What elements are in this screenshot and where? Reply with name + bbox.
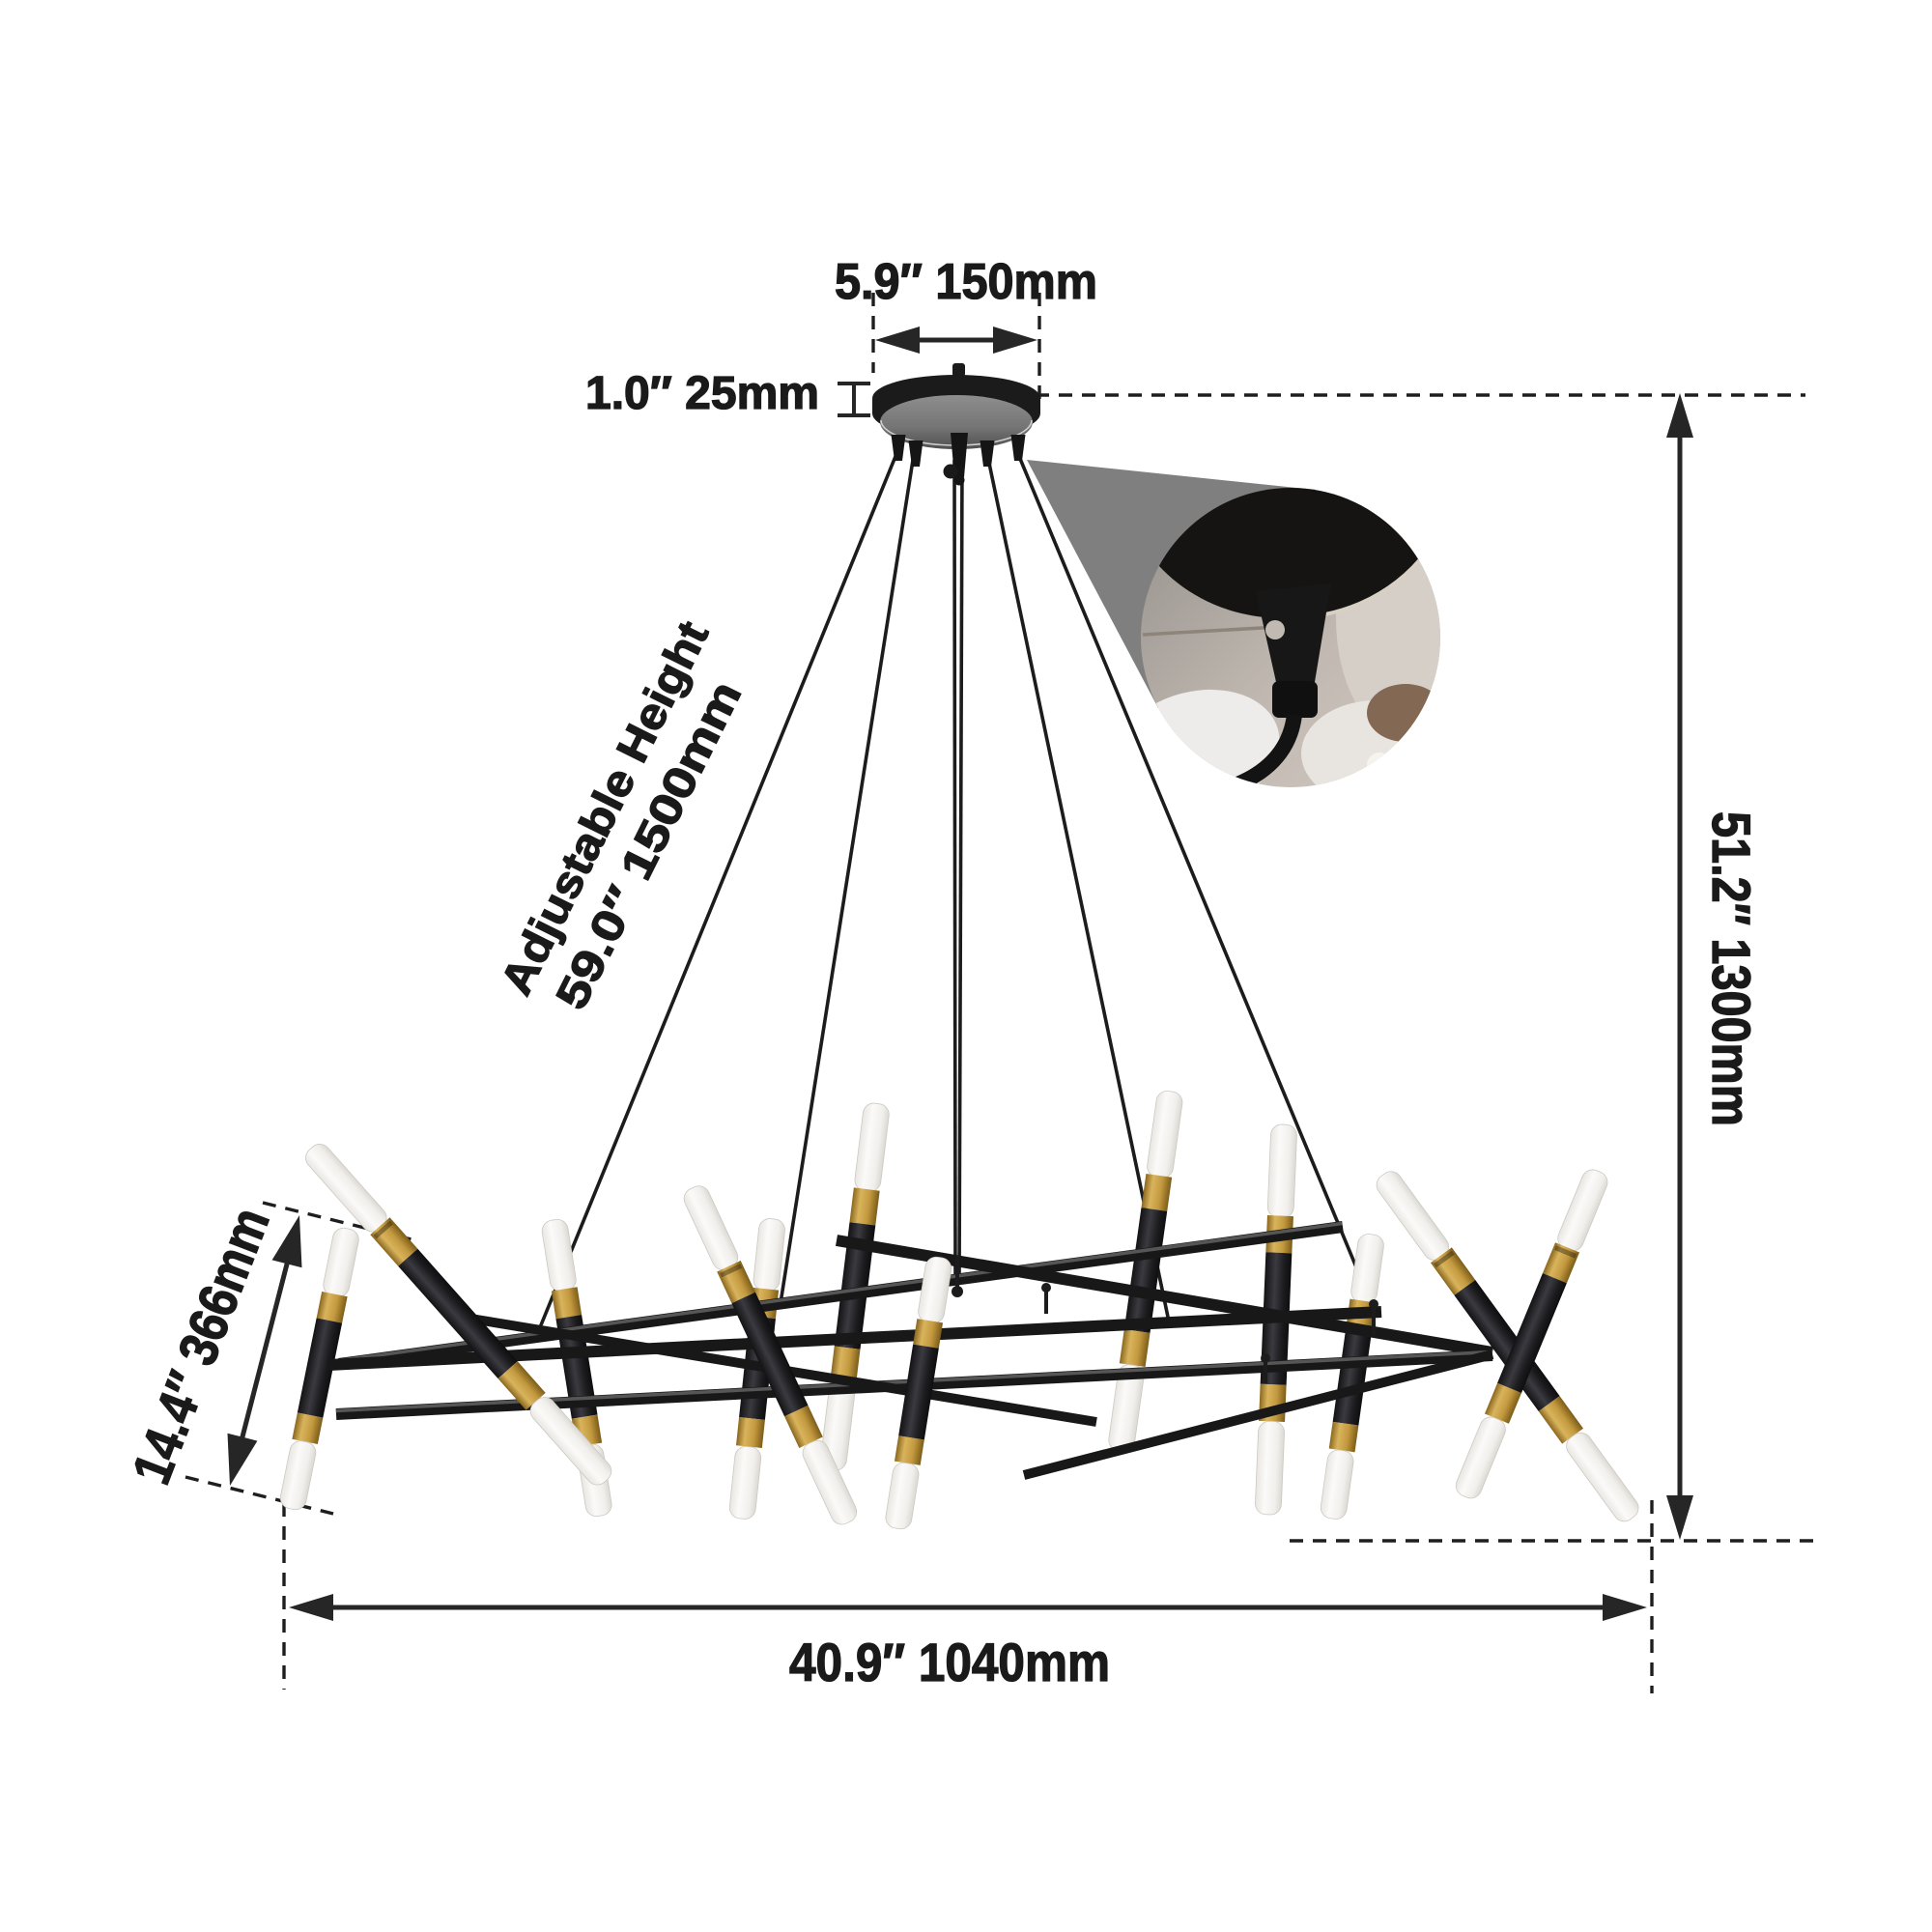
svg-text:51.2″ 1300mm: 51.2″ 1300mm: [1701, 811, 1762, 1126]
svg-text:40.9″ 1040mm: 40.9″ 1040mm: [789, 1632, 1110, 1692]
svg-text:5.9″ 150mm: 5.9″ 150mm: [835, 254, 1097, 310]
svg-text:1.0″ 25mm: 1.0″ 25mm: [585, 368, 819, 419]
